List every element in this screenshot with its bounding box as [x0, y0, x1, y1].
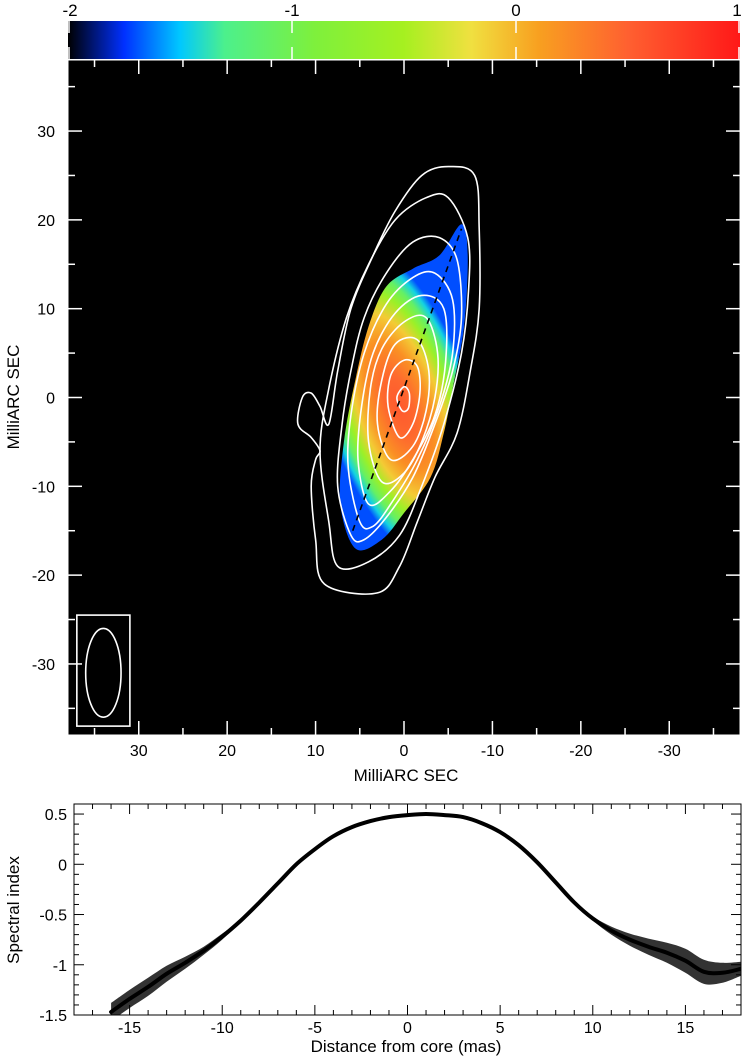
contour-c2: [319, 192, 471, 570]
intensity-contours: [296, 165, 481, 595]
profile-y-tick-label: -0.5: [39, 908, 67, 925]
map-y-tick-label: -10: [32, 479, 55, 496]
contour-c4: [346, 270, 456, 530]
profile-y-tick-label: 0: [58, 857, 67, 874]
contour-c7: [376, 336, 431, 462]
colorbar-gradient: [68, 21, 740, 59]
colorbar-ticks: -2 -1 0 1: [62, 1, 742, 59]
map-x-tick-label: 0: [400, 743, 409, 760]
profile-y-tick-label: -1.5: [39, 1008, 67, 1025]
profile-x-tick-label: 10: [584, 1020, 602, 1037]
profile-x-tick-label: -15: [118, 1020, 141, 1037]
profile-x-tick-label: 0: [403, 1020, 412, 1037]
colorbar-tick-label: 1: [732, 1, 741, 20]
map-tick-marks: [68, 60, 740, 735]
map-x-tick-label: -30: [658, 743, 681, 760]
profile-y-tick-label: 0.5: [45, 807, 67, 824]
profile-x-tick-label: 5: [496, 1020, 505, 1037]
map-x-tick-label: 30: [130, 743, 148, 760]
map-x-tick-label: 10: [307, 743, 325, 760]
contour-c9: [396, 385, 411, 413]
map-x-tick-labels: 30 20 10 0 -10 -20 -30: [130, 743, 681, 760]
map-y-tick-label: 20: [37, 213, 55, 230]
map-y-tick-label: 0: [46, 391, 55, 408]
beam-ellipse: [84, 627, 122, 719]
profile-tick-marks: [73, 803, 742, 1016]
beam-indicator: [76, 614, 131, 727]
contour-c8: [386, 358, 421, 439]
profile-x-tick-label: 15: [677, 1020, 695, 1037]
profile-y-tick-labels: 0.5 0 -0.5 -1 -1.5: [39, 807, 67, 1025]
jet-ridge-line: [351, 228, 463, 531]
map-y-tick-labels: 30 20 10 0 -10 -20 -30: [32, 124, 55, 674]
profile-y-tick-label: -1: [53, 958, 67, 975]
profile-x-tick-labels: -15 -10 -5 0 5 10 15: [118, 1020, 694, 1037]
profile-x-axis-label: Distance from core (mas): [311, 1037, 502, 1056]
colorbar-tick-label: -2: [62, 1, 77, 20]
error-band: [111, 813, 741, 1015]
contour-outer: [296, 165, 481, 595]
profile-x-tick-label: -5: [308, 1020, 322, 1037]
map-y-tick-label: -20: [32, 568, 55, 585]
spectral-index-profile: -15 -10 -5 0 5 10 15 0.5 0 -0.5 -1 -1.5 Distance f…: [4, 803, 742, 1056]
map-x-tick-label: -20: [569, 743, 592, 760]
map-x-tick-label: -10: [481, 743, 504, 760]
spectral-index-line: [109, 812, 741, 1014]
spectral-index-map: 30 20 10 0 -10 -20 -30 30 20 10 0 -10 -20 -30 MilliA…: [4, 59, 741, 785]
map-x-tick-label: 20: [218, 743, 236, 760]
map-y-tick-label: 10: [37, 302, 55, 319]
profile-y-axis-label: Spectral index: [4, 856, 23, 964]
colorbar: -2 -1 0 1: [62, 1, 742, 59]
beam-box: [76, 614, 131, 727]
colorbar-tick-label: 0: [511, 1, 520, 20]
map-y-axis-label: MilliARC SEC: [4, 345, 23, 450]
contour-c3: [336, 235, 463, 543]
profile-x-tick-label: -10: [211, 1020, 234, 1037]
map-y-tick-label: -30: [32, 657, 55, 674]
profile-frame: [73, 803, 742, 1016]
colorbar-tick-label: -1: [284, 1, 299, 20]
map-y-tick-label: 30: [37, 124, 55, 141]
contour-c6: [366, 314, 439, 485]
map-x-axis-label: MilliARC SEC: [354, 766, 459, 785]
